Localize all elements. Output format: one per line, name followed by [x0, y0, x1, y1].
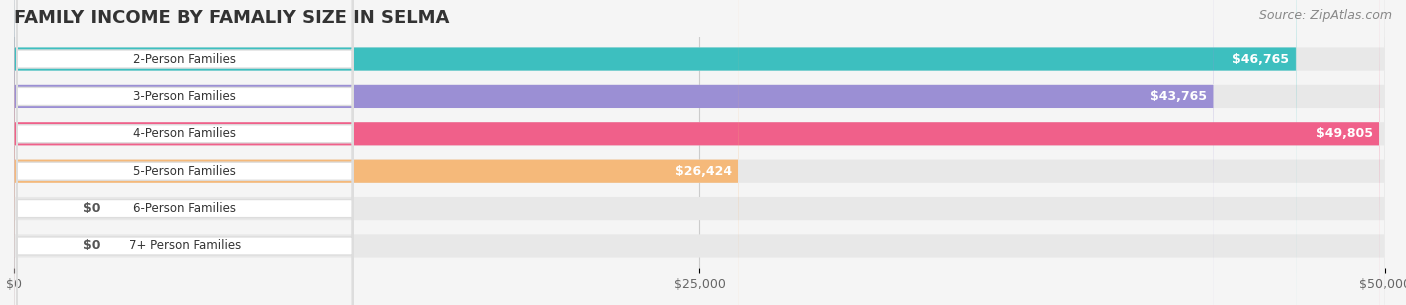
- Text: $0: $0: [83, 202, 100, 215]
- FancyBboxPatch shape: [17, 0, 353, 305]
- Text: $0: $0: [83, 239, 100, 253]
- FancyBboxPatch shape: [14, 0, 1379, 305]
- Text: 6-Person Families: 6-Person Families: [134, 202, 236, 215]
- Text: 7+ Person Families: 7+ Person Families: [128, 239, 240, 253]
- FancyBboxPatch shape: [14, 0, 1213, 305]
- FancyBboxPatch shape: [14, 0, 1385, 305]
- Text: $49,805: $49,805: [1316, 127, 1372, 140]
- Text: $43,765: $43,765: [1150, 90, 1208, 103]
- Text: 4-Person Families: 4-Person Families: [134, 127, 236, 140]
- FancyBboxPatch shape: [14, 0, 738, 305]
- FancyBboxPatch shape: [14, 0, 1385, 305]
- FancyBboxPatch shape: [14, 0, 1385, 305]
- FancyBboxPatch shape: [14, 0, 1385, 305]
- Text: 2-Person Families: 2-Person Families: [134, 52, 236, 66]
- FancyBboxPatch shape: [17, 0, 353, 305]
- Text: 3-Person Families: 3-Person Families: [134, 90, 236, 103]
- FancyBboxPatch shape: [17, 0, 353, 305]
- FancyBboxPatch shape: [17, 0, 353, 305]
- FancyBboxPatch shape: [17, 0, 353, 305]
- Text: $26,424: $26,424: [675, 165, 731, 178]
- Text: $46,765: $46,765: [1233, 52, 1289, 66]
- FancyBboxPatch shape: [17, 0, 353, 305]
- FancyBboxPatch shape: [14, 0, 1385, 305]
- Text: Source: ZipAtlas.com: Source: ZipAtlas.com: [1258, 9, 1392, 22]
- FancyBboxPatch shape: [14, 0, 1296, 305]
- Text: FAMILY INCOME BY FAMALIY SIZE IN SELMA: FAMILY INCOME BY FAMALIY SIZE IN SELMA: [14, 9, 450, 27]
- FancyBboxPatch shape: [14, 0, 1385, 305]
- Text: 5-Person Families: 5-Person Families: [134, 165, 236, 178]
